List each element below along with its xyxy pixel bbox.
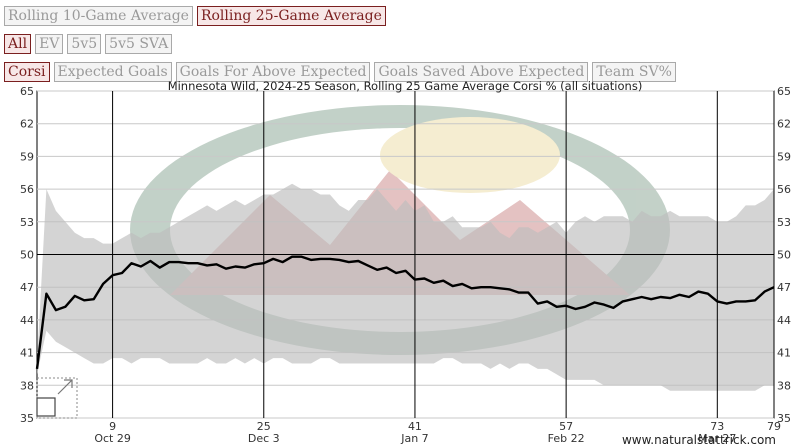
y-tick-label-right-38: 38 [777, 379, 791, 392]
y-tick-label-left-44: 44 [20, 314, 34, 327]
situation-5v5-button[interactable]: 5v5 [67, 34, 102, 54]
y-tick-label-left-35: 35 [20, 412, 34, 425]
x-tick-label-game-79: 79 [767, 420, 781, 433]
rolling-10-game-button[interactable]: Rolling 10-Game Average [4, 6, 193, 26]
situation-selector: All EV 5v5 5v5 SVA [4, 34, 173, 54]
metric-gfax-button[interactable]: Goals For Above Expected [175, 62, 371, 82]
x-tick-label-date-41: Jan 7 [400, 432, 428, 445]
y-tick-label-left-62: 62 [20, 118, 34, 131]
situation-all-button[interactable]: All [4, 34, 32, 54]
y-tick-labels-left: 35 38 41 44 47 50 53 56 59 62 65 [20, 85, 34, 425]
rolling-window-selector: Rolling 10-Game Average Rolling 25-Game … [4, 6, 386, 26]
y-tick-label-right-35: 35 [777, 412, 791, 425]
rolling-25-game-button[interactable]: Rolling 25-Game Average [196, 6, 386, 26]
site-credit: www.naturalstattrick.com [622, 433, 776, 446]
y-tick-label-right-50: 50 [777, 249, 791, 262]
y-tick-label-left-59: 59 [20, 150, 34, 163]
x-tick-label-game-25: 25 [257, 420, 271, 433]
zoom-icon[interactable] [36, 377, 78, 419]
metric-gsax-button[interactable]: Goals Saved Above Expected [374, 62, 589, 82]
x-tick-label-date-57: Feb 22 [548, 432, 585, 445]
y-tick-label-right-44: 44 [777, 314, 791, 327]
y-tick-label-right-62: 62 [777, 118, 791, 131]
metric-corsi-button[interactable]: Corsi [4, 62, 50, 82]
situation-5v5-sva-button[interactable]: 5v5 SVA [105, 34, 173, 54]
x-gridlines [112, 91, 775, 418]
y-tick-label-left-47: 47 [20, 281, 34, 294]
corsi-chart: 35 38 41 44 47 50 53 56 59 62 65 35 38 41 44 47 50 53 56 5… [20, 80, 791, 446]
range-band [37, 183, 774, 391]
x-tick-label-game-41: 41 [408, 420, 422, 433]
y-tick-label-right-41: 41 [777, 347, 791, 360]
metric-expected-goals-button[interactable]: Expected Goals [53, 62, 172, 82]
y-tick-label-left-65: 65 [20, 85, 34, 98]
y-tick-label-right-65: 65 [777, 85, 791, 98]
x-tick-label-game-9: 9 [109, 420, 116, 433]
y-tick-label-left-56: 56 [20, 183, 34, 196]
y-tick-labels-right: 35 38 41 44 47 50 53 56 59 62 65 [777, 85, 791, 425]
situation-ev-button[interactable]: EV [35, 34, 64, 54]
y-tick-label-right-56: 56 [777, 183, 791, 196]
y-tick-label-left-53: 53 [20, 216, 34, 229]
y-tick-label-right-59: 59 [777, 150, 791, 163]
x-tick-label-game-73: 73 [710, 420, 724, 433]
y-tick-label-right-53: 53 [777, 216, 791, 229]
metric-selector: Corsi Expected Goals Goals For Above Exp… [4, 62, 676, 82]
x-tick-label-game-57: 57 [559, 420, 573, 433]
metric-team-sv-button[interactable]: Team SV% [592, 62, 676, 82]
x-tick-label-date-9: Oct 29 [94, 432, 131, 445]
y-tick-label-left-41: 41 [20, 347, 34, 360]
y-tick-label-left-38: 38 [20, 379, 34, 392]
x-tick-label-date-25: Dec 3 [248, 432, 280, 445]
y-tick-label-left-50: 50 [20, 249, 34, 262]
corsi-series-line [35, 255, 775, 370]
chart-title: Minnesota Wild, 2024-25 Season, Rolling … [168, 80, 643, 93]
x-tick-label-date-73: Mar 27 [698, 432, 736, 445]
y-tick-label-right-47: 47 [777, 281, 791, 294]
